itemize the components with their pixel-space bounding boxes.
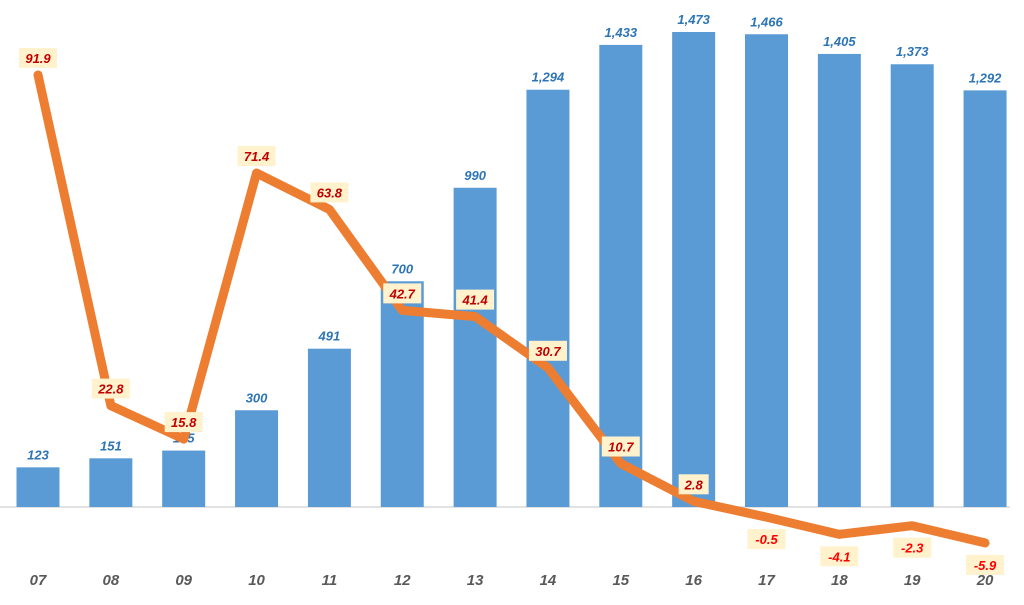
bar-value-label: 990 [464, 168, 486, 183]
x-tick-label: 07 [30, 572, 47, 589]
line-value-label-box [893, 537, 932, 558]
bar-value-label: 700 [391, 261, 413, 276]
line-value-label-box [528, 340, 567, 361]
line-value-label: 15.8 [171, 415, 197, 430]
bar [599, 44, 643, 508]
line-value-label-box [310, 182, 349, 203]
bar [963, 90, 1007, 507]
bar [672, 32, 716, 507]
bar-value-label: 1,373 [896, 44, 929, 59]
line-value-label: 30.7 [535, 344, 561, 359]
x-tick-label: 15 [612, 572, 629, 589]
line-value-label: -0.5 [755, 532, 778, 547]
bar [380, 281, 424, 507]
bar-value-label: 1,294 [532, 70, 565, 85]
bar-value-label: 300 [246, 390, 268, 405]
line-value-label-box [237, 146, 276, 167]
line-value-label-box [678, 474, 709, 495]
line-value-label-box [19, 47, 57, 68]
line-value-label: 10.7 [608, 440, 634, 455]
bar [890, 64, 934, 507]
x-tick-label: 17 [758, 572, 775, 589]
bar-value-label: 1,405 [823, 34, 856, 49]
bar-value-label: 1,433 [605, 25, 638, 40]
line-value-label: 71.4 [244, 149, 270, 164]
bar-value-label: 1,473 [677, 12, 710, 27]
line-value-label-box [966, 554, 1005, 575]
line-value-label: 42.7 [389, 286, 416, 301]
line-value-label: -2.3 [901, 541, 924, 556]
line-value-label-box [383, 283, 422, 304]
x-tick-label: 12 [394, 572, 411, 589]
line-value-label: 91.9 [25, 51, 51, 66]
x-tick-label: 11 [322, 572, 338, 589]
bar-value-label: 491 [318, 329, 341, 344]
x-tick-label: 09 [175, 572, 192, 589]
x-tick-label: 16 [685, 572, 702, 589]
x-tick-label: 08 [103, 572, 120, 589]
bar [453, 187, 497, 507]
bar-value-label: 123 [27, 447, 49, 462]
bar [89, 458, 133, 507]
line-series [33, 70, 990, 548]
bar-value-label: 1,466 [750, 14, 783, 29]
line-value-label-box [820, 546, 859, 567]
bar [817, 53, 861, 507]
line-value-label: 41.4 [461, 293, 488, 308]
line-value-label-box [747, 529, 786, 550]
line-value-label: -5.9 [974, 558, 997, 573]
x-tick-label: 10 [248, 572, 265, 589]
bar-value-label: 151 [100, 438, 122, 453]
bar [307, 348, 351, 507]
bar [526, 89, 570, 507]
bar [745, 34, 788, 508]
line-value-label: 63.8 [317, 185, 343, 200]
bar [162, 450, 206, 507]
x-tick-label: 19 [904, 572, 921, 589]
x-tick-label: 13 [467, 572, 484, 589]
x-tick-label: 14 [540, 572, 557, 589]
line-value-label-box [91, 378, 130, 399]
x-tick-label: 20 [976, 572, 994, 589]
bar-value-label: 1,292 [969, 70, 1002, 85]
line-value-label: 2.8 [684, 477, 704, 492]
line-value-label: 22.8 [97, 382, 124, 397]
bar [235, 410, 279, 507]
x-tick-label: 18 [831, 572, 848, 589]
line-value-label: -4.1 [828, 549, 850, 564]
line-value-label-box [456, 289, 495, 310]
line-value-label-box [601, 436, 640, 457]
line-value-label-box [164, 412, 203, 433]
bar [16, 467, 60, 507]
